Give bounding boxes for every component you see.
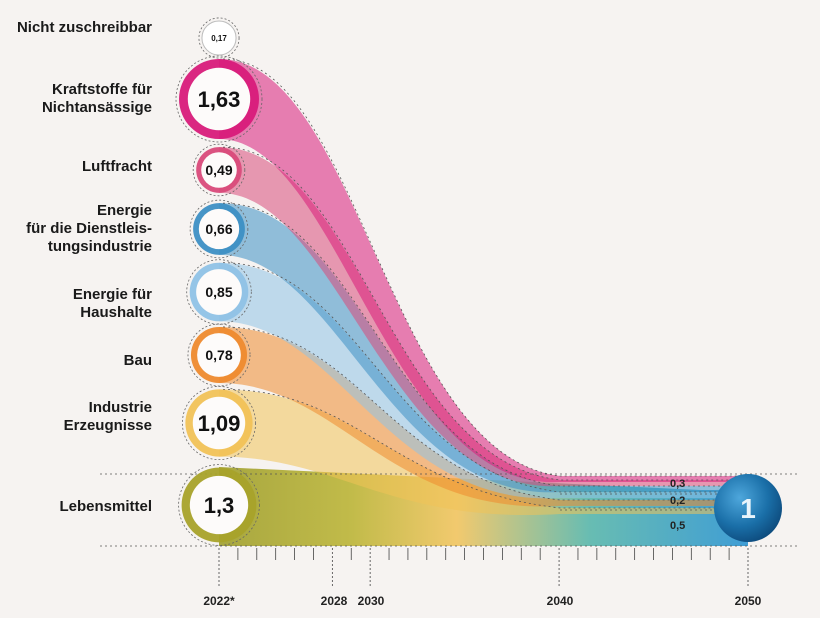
value-circle: 1,09 [181, 385, 257, 461]
category-label: Energie für Haushalte [72, 286, 152, 321]
category-label: Industrie Erzeugnisse [63, 399, 152, 434]
target-segment-label: 0,3 [670, 478, 686, 490]
x-tick-label: 2050 [734, 594, 762, 608]
category-label: Energie für die Dienstleis- tungsindustr… [26, 202, 152, 255]
value-circle: 0,49 [192, 143, 246, 197]
guide-line [222, 388, 748, 509]
target-2050-ball: 1 [714, 474, 782, 542]
band-series [219, 203, 748, 493]
value-label: 1,3 [204, 493, 235, 518]
band-series [219, 389, 748, 516]
target-segment-label: 0,2 [670, 495, 686, 507]
x-tick-label: 2028 [320, 594, 348, 608]
target-segment-label: 0,5 [670, 520, 686, 532]
value-label: 1,63 [198, 87, 241, 112]
value-circle: 0,66 [189, 199, 249, 259]
category-label: Luftfracht [82, 158, 152, 175]
band-series [219, 59, 748, 483]
value-label: 0,49 [205, 162, 232, 178]
value-circle: 1,63 [175, 55, 263, 143]
value-label: 0,78 [205, 347, 232, 363]
guide-line [222, 202, 748, 487]
value-circle: 0,78 [187, 323, 251, 387]
band-series [219, 147, 748, 487]
category-label: Kraftstoffe für Nichtansässige [41, 81, 152, 116]
x-tick-label: 2030 [357, 594, 385, 608]
category-label: Lebensmittel [59, 498, 152, 515]
value-label: 0,85 [205, 284, 232, 300]
guide-line [222, 262, 748, 493]
value-label: 0,66 [205, 221, 232, 237]
value-label: 0,17 [211, 34, 227, 43]
guide-line [222, 146, 748, 481]
x-tick-label: 2040 [546, 594, 574, 608]
target-value-label: 1 [740, 493, 756, 524]
value-circle: 0,85 [186, 259, 252, 325]
category-label: Nicht zuschreibbar [16, 19, 152, 36]
value-label: 1,09 [198, 411, 241, 436]
guide-line [222, 58, 748, 477]
band-series [219, 326, 748, 507]
x-tick-label: 2022* [203, 594, 235, 608]
category-label: Bau [123, 352, 152, 369]
value-circle: 1,3 [178, 464, 260, 546]
band-series [219, 262, 748, 499]
value-circle: 0,17 [198, 17, 240, 59]
